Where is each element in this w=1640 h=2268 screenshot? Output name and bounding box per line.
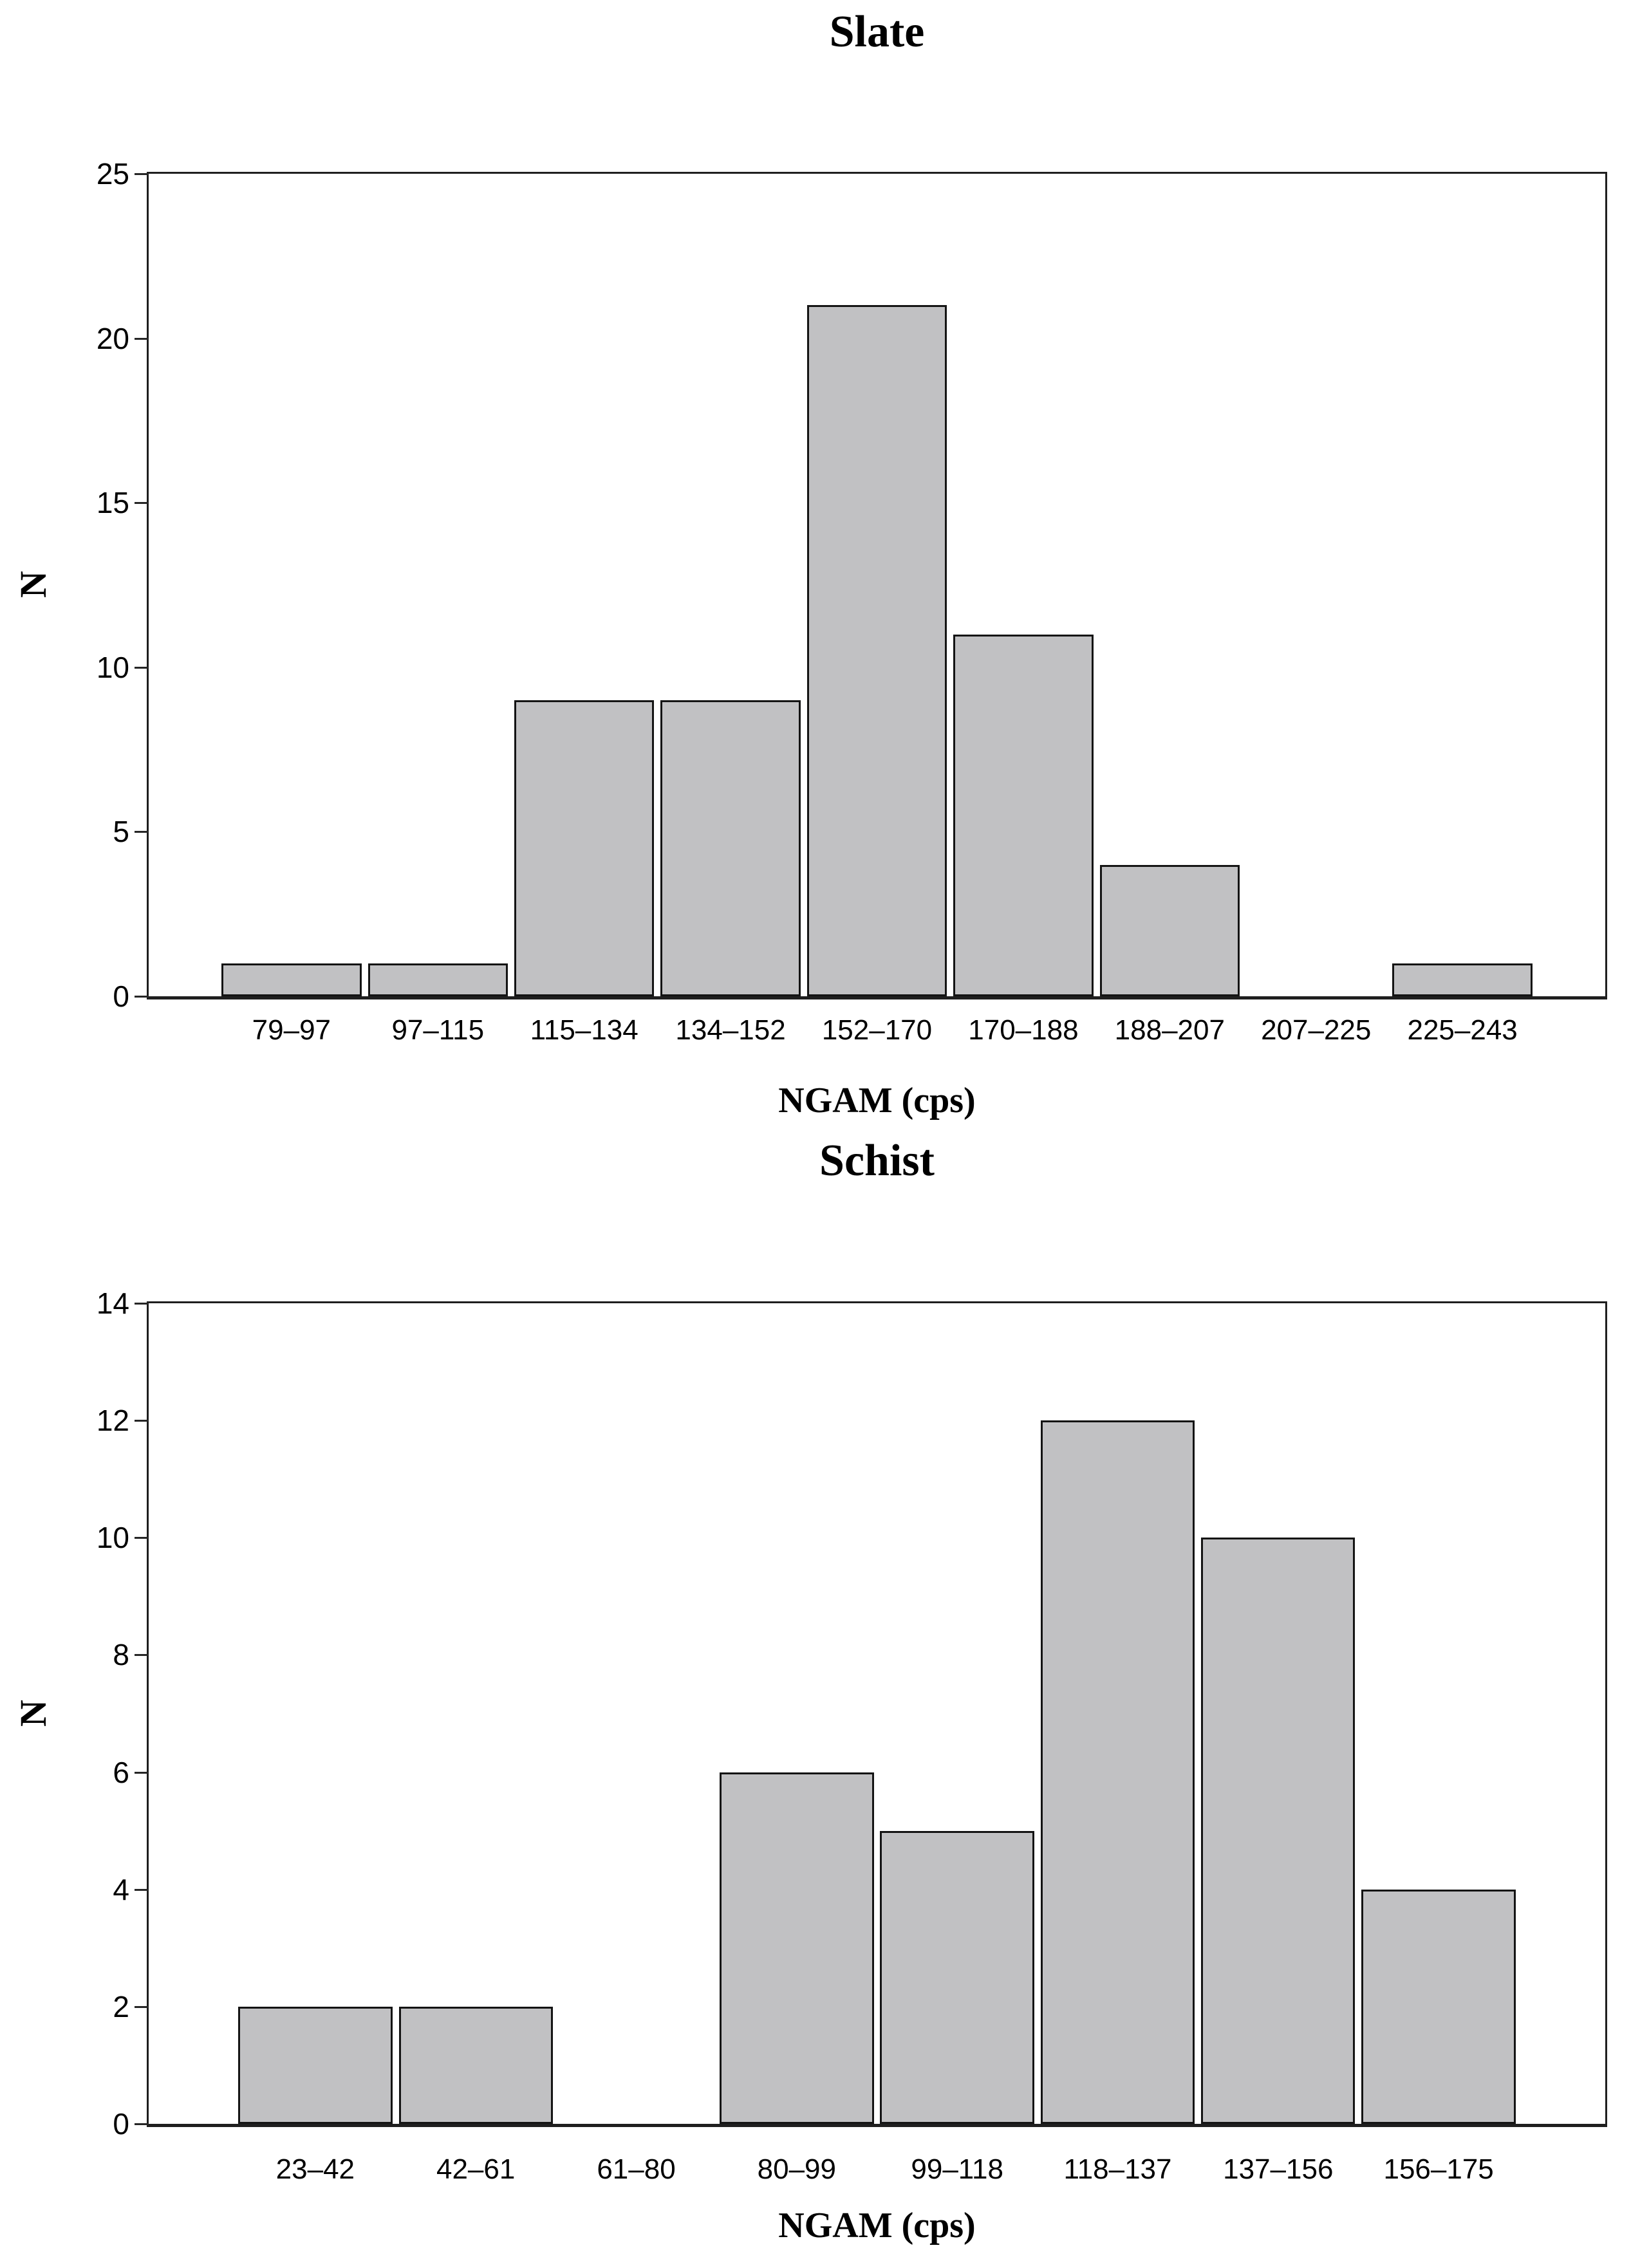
y-tick-label: 2 <box>113 1989 129 2023</box>
bar-80–99 <box>720 1772 874 2124</box>
y-axis-label-n-slate: N <box>12 571 54 598</box>
y-tick <box>135 666 149 669</box>
y-tick-label: 8 <box>113 1638 129 1672</box>
y-tick-label: 0 <box>113 980 129 1013</box>
y-tick-label: 15 <box>96 486 129 520</box>
y-tick-label: 0 <box>113 2107 129 2141</box>
bar-23–42 <box>238 2006 393 2124</box>
bar-97–115 <box>368 963 508 996</box>
x-tick-label: 156–175 <box>1383 2153 1494 2185</box>
x-tick-label: 79–97 <box>252 1014 331 1046</box>
y-tick-label: 10 <box>96 1521 129 1555</box>
y-tick-label: 25 <box>96 157 129 191</box>
y-tick <box>135 502 149 505</box>
bar-99–118 <box>880 1830 1034 2124</box>
bar-225–243 <box>1392 963 1533 996</box>
x-tick-label: 99–118 <box>911 2153 1003 2185</box>
x-axis-label-slate: NGAM (cps) <box>778 1081 976 1120</box>
y-tick <box>135 337 149 340</box>
y-tick-label: 6 <box>113 1755 129 1789</box>
y-tick <box>135 1537 149 1539</box>
x-tick-label: 134–152 <box>675 1014 786 1046</box>
plot-area-schist: 0 2 4 6 8 10 12 14 23–42 42–61 61–80 80–99 99–118 118… <box>97 1288 1607 2185</box>
x-tick-label: 188–207 <box>1114 1014 1225 1046</box>
x-tick-label: 137–156 <box>1223 2153 1334 2185</box>
x-tick-label: 61–80 <box>597 2153 676 2185</box>
bar-156–175 <box>1361 1889 1516 2124</box>
chart-title-slate: Slate <box>829 7 925 57</box>
x-tick-label: 170–188 <box>968 1014 1079 1046</box>
chart-title-schist: Schist <box>819 1136 935 1185</box>
y-tick-label: 12 <box>96 1404 129 1438</box>
bar-115–134 <box>514 700 655 996</box>
x-tick-label: 118–137 <box>1063 2153 1172 2185</box>
bar-137–156 <box>1201 1538 1356 2124</box>
plot-area-slate: 0 5 10 15 20 25 79–97 97–115 115–134 134–152 152–1… <box>97 159 1607 1046</box>
x-tick-label: 115–134 <box>530 1014 638 1046</box>
y-tick <box>135 1303 149 1305</box>
x-tick-label: 80–99 <box>757 2153 836 2185</box>
bar-152–170 <box>806 305 947 996</box>
y-tick <box>135 2123 149 2125</box>
x-tick-label: 225–243 <box>1407 1014 1518 1046</box>
y-axis-label-n-schist: N <box>12 1700 54 1727</box>
x-tick-label: 42–61 <box>436 2153 516 2185</box>
bar-118–137 <box>1040 1420 1195 2124</box>
bar-134–152 <box>660 700 801 996</box>
x-tick-label: 23–42 <box>275 2153 355 2185</box>
y-tick-label: 14 <box>96 1287 129 1320</box>
bar-79–97 <box>221 963 362 996</box>
x-tick-label: 207–225 <box>1261 1014 1372 1046</box>
bar-42–61 <box>398 2006 553 2124</box>
y-tick <box>135 996 149 998</box>
y-tick-label: 20 <box>96 321 129 355</box>
y-tick-label: 4 <box>113 1872 129 1906</box>
x-tick-label: 97–115 <box>391 1014 485 1046</box>
y-tick <box>135 1771 149 1774</box>
x-axis-label-schist: NGAM (cps) <box>778 2206 976 2245</box>
y-tick <box>135 1420 149 1422</box>
y-tick <box>135 1654 149 1657</box>
y-tick <box>135 173 149 175</box>
y-tick-label: 10 <box>96 650 129 684</box>
y-tick <box>135 831 149 833</box>
bar-170–188 <box>953 634 1094 996</box>
y-tick <box>135 2005 149 2008</box>
y-tick <box>135 1888 149 1891</box>
bar-188–207 <box>1099 864 1240 996</box>
y-tick-label: 5 <box>113 815 129 849</box>
x-tick-label: 152–170 <box>821 1014 933 1046</box>
